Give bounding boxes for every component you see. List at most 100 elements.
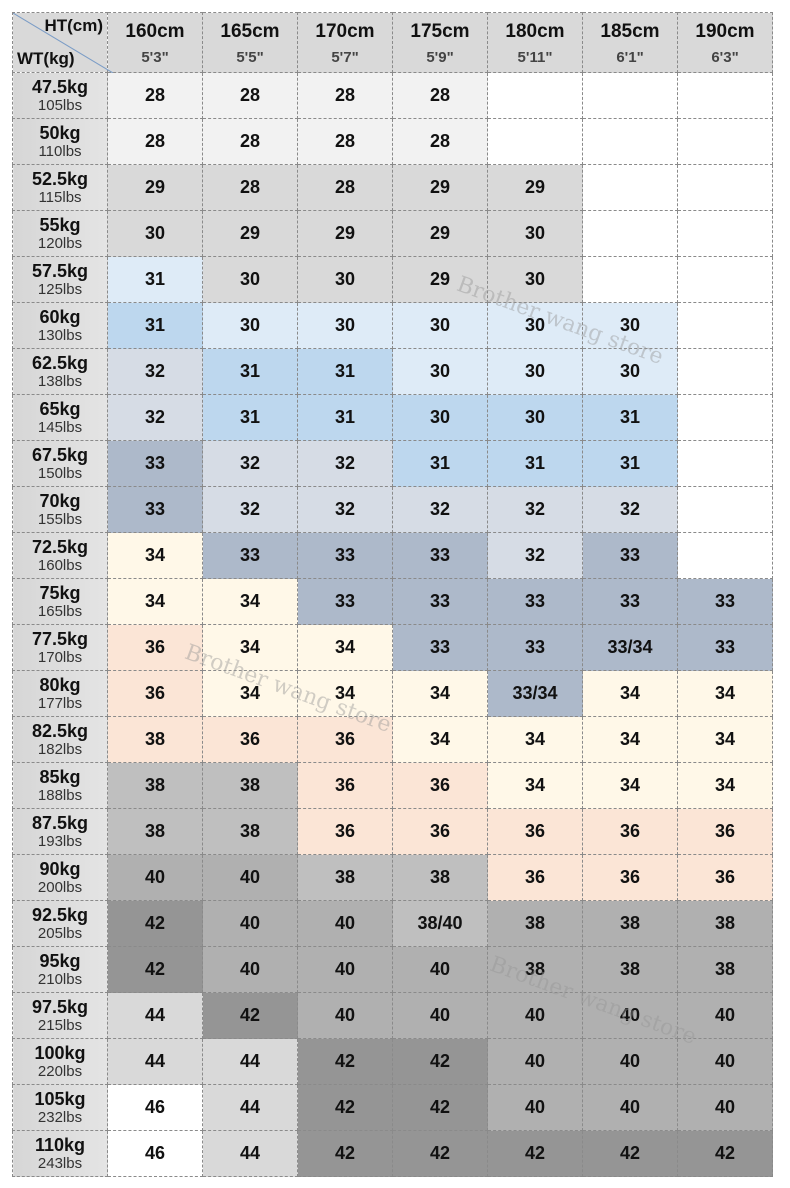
size-cell: 30 xyxy=(107,210,203,257)
weight-lbs: 243lbs xyxy=(37,1154,83,1172)
table-row: 105kg 232lbs 46 44 42 42 40 40 40 xyxy=(12,1084,773,1131)
size-cell: 31 xyxy=(202,394,298,441)
size-cell: 40 xyxy=(677,992,773,1039)
weight-row-header: 57.5kg 125lbs xyxy=(12,256,108,303)
height-ft: 5'9" xyxy=(426,49,454,66)
table-row: 110kg 243lbs 46 44 42 42 42 42 42 xyxy=(12,1130,773,1177)
weight-kg: 72.5kg xyxy=(31,536,89,557)
size-cell: 38 xyxy=(107,716,203,763)
weight-lbs: 115lbs xyxy=(38,188,82,206)
height-cm: 190cm xyxy=(695,21,755,42)
weight-kg: 90kg xyxy=(39,858,81,879)
weight-kg: 75kg xyxy=(39,582,81,603)
size-cell xyxy=(677,256,773,303)
weight-lbs: 188lbs xyxy=(37,786,83,804)
size-cell: 40 xyxy=(297,992,393,1039)
table-row: 60kg 130lbs 31 30 30 30 30 30 xyxy=(12,302,773,349)
corner-header: HT(cm) WT(kg) xyxy=(12,12,113,73)
weight-lbs: 130lbs xyxy=(37,326,83,344)
weight-lbs: 220lbs xyxy=(37,1062,83,1080)
size-cell: 33 xyxy=(392,578,488,625)
size-cell: 33 xyxy=(107,486,203,533)
size-cell: 42 xyxy=(487,1130,583,1177)
size-cell: 32 xyxy=(487,532,583,579)
weight-row-header: 65kg 145lbs xyxy=(12,394,108,441)
size-cell: 42 xyxy=(392,1084,488,1131)
size-cell: 32 xyxy=(202,440,298,487)
size-cell: 40 xyxy=(677,1084,773,1131)
height-axis-label: HT(cm) xyxy=(44,16,103,35)
weight-kg: 60kg xyxy=(39,306,81,327)
size-cell: 30 xyxy=(487,302,583,349)
size-cell: 34 xyxy=(677,716,773,763)
size-cell: 31 xyxy=(392,440,488,487)
size-cell xyxy=(487,72,583,119)
height-cm: 175cm xyxy=(410,21,470,42)
table-row: 77.5kg 170lbs 36 34 34 33 33 33/34 33 xyxy=(12,624,773,671)
size-cell: 34 xyxy=(392,716,488,763)
weight-lbs: 232lbs xyxy=(37,1108,83,1126)
weight-row-header: 47.5kg 105lbs xyxy=(12,72,108,119)
size-cell: 30 xyxy=(487,210,583,257)
size-cell: 38/40 xyxy=(392,900,488,947)
weight-axis-label: WT(kg) xyxy=(17,49,75,68)
weight-row-header: 87.5kg 193lbs xyxy=(12,808,108,855)
size-cell: 30 xyxy=(487,348,583,395)
size-cell: 33 xyxy=(677,578,773,625)
size-cell: 38 xyxy=(582,900,678,947)
size-cell: 34 xyxy=(202,670,298,717)
size-cell xyxy=(582,164,678,211)
size-cell: 31 xyxy=(297,394,393,441)
weight-kg: 92.5kg xyxy=(31,904,89,925)
weight-lbs: 138lbs xyxy=(37,372,83,390)
weight-kg: 77.5kg xyxy=(31,628,89,649)
size-cell: 34 xyxy=(582,670,678,717)
weight-lbs: 182lbs xyxy=(37,740,83,758)
size-cell: 28 xyxy=(107,72,203,119)
size-cell xyxy=(582,256,678,303)
size-cell: 34 xyxy=(297,624,393,671)
weight-lbs: 205lbs xyxy=(37,924,83,942)
height-ft: 6'3" xyxy=(711,49,739,66)
weight-row-header: 52.5kg 115lbs xyxy=(12,164,108,211)
size-cell: 44 xyxy=(202,1130,298,1177)
table-row: 62.5kg 138lbs 32 31 31 30 30 30 xyxy=(12,348,773,395)
weight-kg: 67.5kg xyxy=(31,444,89,465)
weight-kg: 52.5kg xyxy=(31,168,89,189)
size-cell xyxy=(582,118,678,165)
height-cm: 185cm xyxy=(600,21,660,42)
weight-row-header: 67.5kg 150lbs xyxy=(12,440,108,487)
size-cell: 34 xyxy=(677,670,773,717)
size-cell xyxy=(677,164,773,211)
size-cell: 40 xyxy=(487,992,583,1039)
weight-lbs: 210lbs xyxy=(37,970,83,988)
size-cell: 40 xyxy=(202,854,298,901)
size-cell: 33 xyxy=(392,624,488,671)
size-cell: 40 xyxy=(582,992,678,1039)
height-ft: 5'3" xyxy=(141,49,169,66)
size-cell: 34 xyxy=(582,716,678,763)
size-cell: 40 xyxy=(677,1038,773,1085)
table-row: 95kg 210lbs 42 40 40 40 38 38 38 xyxy=(12,946,773,993)
size-cell: 38 xyxy=(582,946,678,993)
size-cell: 31 xyxy=(202,348,298,395)
size-cell xyxy=(677,348,773,395)
weight-row-header: 72.5kg 160lbs xyxy=(12,532,108,579)
size-cell: 38 xyxy=(107,808,203,855)
size-cell: 42 xyxy=(107,900,203,947)
size-cell: 42 xyxy=(297,1084,393,1131)
size-cell: 31 xyxy=(107,302,203,349)
weight-row-header: 50kg 110lbs xyxy=(12,118,108,165)
size-cell: 30 xyxy=(487,394,583,441)
size-cell: 30 xyxy=(392,302,488,349)
weight-kg: 85kg xyxy=(39,766,81,787)
weight-row-header: 105kg 232lbs xyxy=(12,1084,108,1131)
weight-lbs: 215lbs xyxy=(37,1016,83,1034)
weight-lbs: 155lbs xyxy=(37,510,83,528)
size-cell: 40 xyxy=(487,1084,583,1131)
size-cell: 38 xyxy=(107,762,203,809)
height-cm: 165cm xyxy=(220,21,280,42)
size-cell: 36 xyxy=(107,670,203,717)
size-chart-table: HT(cm) WT(kg) 160cm 5'3" 165cm 5'5" 170cm 5'7… xyxy=(12,12,773,1177)
size-cell: 34 xyxy=(107,578,203,625)
